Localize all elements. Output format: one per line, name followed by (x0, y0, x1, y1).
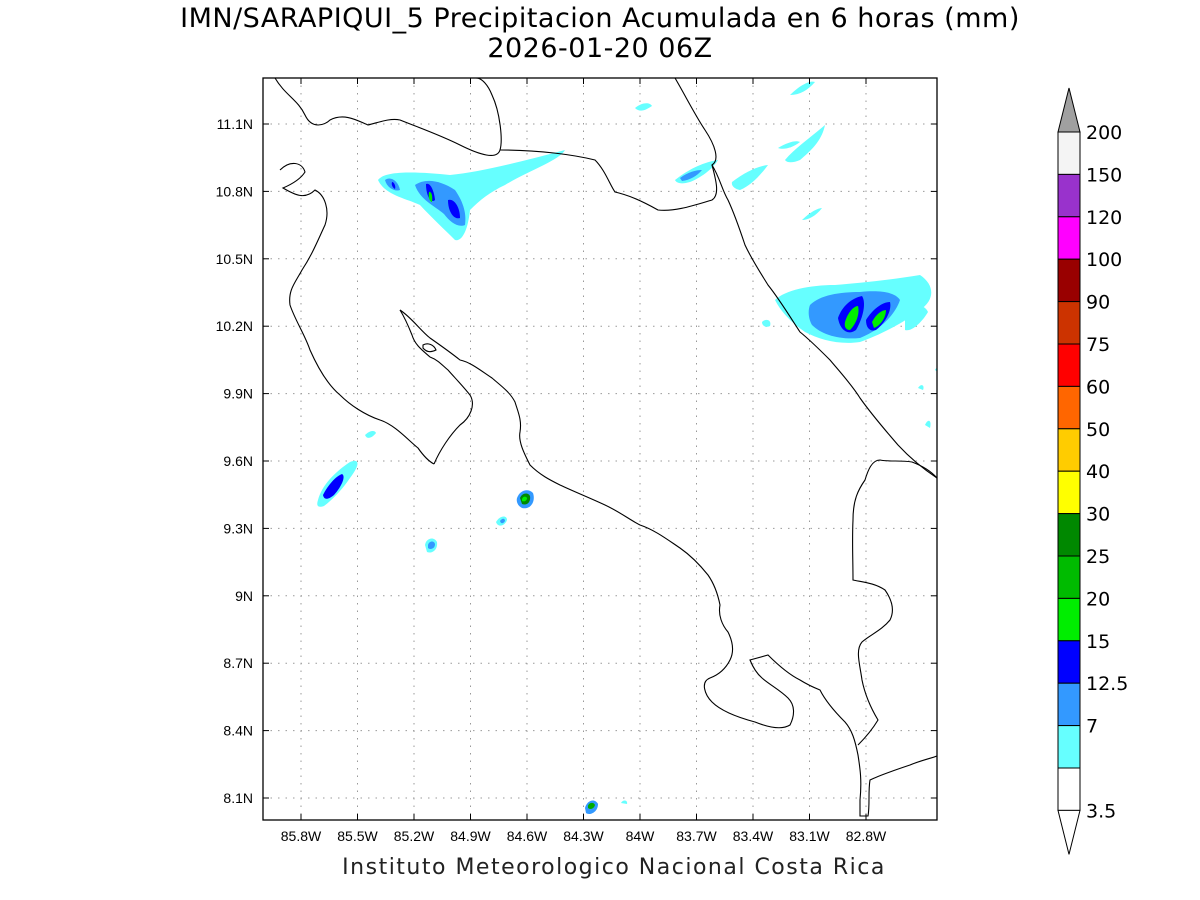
colorbar-swatch (1057, 470, 1081, 515)
colorbar-label: 100 (1086, 249, 1122, 271)
colorbar-label: 50 (1086, 419, 1110, 441)
colorbar-label: 150 (1086, 164, 1122, 186)
lat-tick-label: 8.1N (223, 790, 253, 806)
lat-tick-label: 9.3N (223, 520, 253, 536)
colorbar-swatch (1057, 385, 1081, 430)
central-pacific-coast (399, 309, 937, 817)
colorbar-swatch (1057, 216, 1081, 260)
lon-tick-label: 85.2W (394, 828, 435, 844)
precip-area-nicoya-gulf (317, 430, 628, 814)
lon-tick-label: 84W (626, 828, 656, 844)
colorbar-label: 20 (1086, 588, 1110, 610)
colorbar-legend (1057, 87, 1081, 855)
colorbar-swatch (1057, 301, 1081, 345)
lon-tick-label: 83.1W (789, 828, 830, 844)
lon-tick-label: 84.9W (450, 828, 491, 844)
colorbar-swatch (1057, 682, 1081, 727)
lon-tick-label: 84.6W (507, 828, 548, 844)
lat-tick-label: 10.2N (216, 318, 253, 334)
nicoya-gulf-coast (399, 309, 473, 465)
colorbar-label: 25 (1086, 546, 1110, 568)
lat-tick-label: 9.9N (223, 386, 253, 402)
lon-tick-label: 83.7W (676, 828, 717, 844)
costa-rica-coast-north (499, 78, 718, 211)
colorbar-swatch (1057, 258, 1081, 303)
colorbar-label: 120 (1086, 207, 1122, 229)
colorbar-label: 15 (1086, 631, 1110, 653)
colorbar-label: 200 (1086, 122, 1122, 144)
colorbar-swatch (1057, 555, 1081, 599)
chart-subtitle-date: 2026-01-20 06Z (487, 33, 713, 64)
colorbar-swatch (1057, 428, 1081, 472)
longitude-labels: 85.8W 85.5W 85.2W 84.9W 84.6W 84.3W 84W 83.7W 83… (281, 828, 887, 844)
lat-tick-label: 8.7N (223, 655, 253, 671)
chart-title: IMN/SARAPIQUI_5 Precipitacion Acumulada … (180, 3, 1020, 34)
map-frame (262, 77, 938, 821)
colorbar-swatch (1057, 767, 1081, 811)
lon-tick-label: 84.3W (563, 828, 604, 844)
pacific-coast-guanacaste (279, 162, 435, 465)
colorbar-label: 7 (1086, 716, 1098, 738)
lon-tick-label: 82.8W (846, 828, 887, 844)
colorbar-swatch (1057, 513, 1081, 557)
lat-tick-label: 8.4N (223, 723, 253, 739)
colorbar-label: 75 (1086, 334, 1110, 356)
panama-border (852, 459, 937, 746)
colorbar-swatch (1057, 640, 1081, 684)
colorbar-label: 90 (1086, 292, 1110, 314)
colorbar-top-arrow (1057, 87, 1081, 133)
colorbar-labels: 200 150 120 100 90 75 60 50 40 30 25 20 15 12.5 7 3.5 (1086, 122, 1128, 822)
nicaragua-lake-shore (274, 78, 502, 156)
colorbar-label: 40 (1086, 461, 1110, 483)
lat-tick-label: 9.6N (223, 453, 253, 469)
precipitation-layer (317, 81, 937, 814)
footer-credit: Instituto Meteorologico Nacional Costa R… (342, 855, 886, 880)
latitude-labels: 11.1N 10.8N 10.5N 10.2N 9.9N 9.6N 9.3N 9N 8.7N 8.… (216, 116, 253, 806)
lon-tick-label: 85.5W (337, 828, 378, 844)
colorbar-label: 30 (1086, 504, 1110, 526)
precip-area-caribbean (762, 275, 937, 428)
lon-tick-label: 83.4W (733, 828, 774, 844)
colorbar-label: 60 (1086, 376, 1110, 398)
colorbar-swatch (1057, 725, 1081, 769)
colorbar-swatch (1057, 173, 1081, 218)
lat-tick-label: 10.5N (216, 251, 253, 267)
colorbar-swatch (1057, 131, 1081, 175)
colorbar-swatch (1057, 597, 1081, 642)
san-lucas-island (422, 343, 437, 353)
colorbar-swatch (1057, 343, 1081, 387)
colorbar-label: 12.5 (1086, 673, 1128, 695)
lat-tick-label: 9N (235, 588, 253, 604)
precip-area-north-guanacaste (378, 150, 565, 241)
precip-area-north-coast (635, 81, 825, 220)
lat-tick-label: 11.1N (217, 116, 253, 132)
caribbean-coast (711, 164, 937, 479)
lon-tick-label: 85.8W (281, 828, 322, 844)
lat-tick-label: 10.8N (216, 183, 253, 199)
axis-ticks (263, 78, 937, 820)
colorbar-label: 3.5 (1086, 800, 1116, 822)
map-panel (263, 78, 937, 820)
coastline-layer (274, 78, 937, 817)
colorbar-bottom-arrow (1057, 809, 1081, 855)
